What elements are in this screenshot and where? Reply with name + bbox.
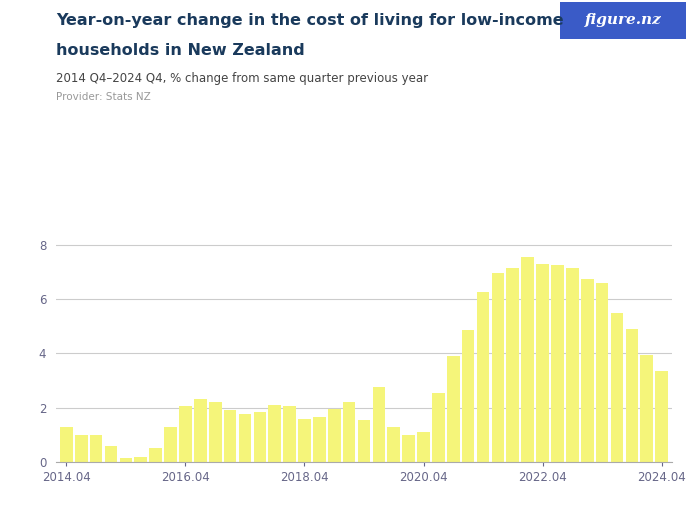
Bar	[477, 292, 489, 462]
Bar	[90, 435, 102, 462]
Bar	[610, 312, 623, 462]
Bar	[164, 427, 177, 462]
Bar	[447, 356, 460, 462]
Bar	[655, 371, 668, 462]
Bar	[372, 387, 385, 462]
Bar	[253, 412, 266, 462]
Text: 2014 Q4–2024 Q4, % change from same quarter previous year: 2014 Q4–2024 Q4, % change from same quar…	[56, 72, 428, 86]
Bar	[328, 409, 341, 462]
Bar	[491, 273, 504, 462]
Bar	[417, 432, 430, 462]
Bar	[224, 411, 237, 462]
Bar	[536, 264, 549, 462]
Bar	[194, 400, 206, 462]
Bar	[551, 265, 564, 462]
Bar	[402, 435, 415, 462]
Text: households in New Zealand: households in New Zealand	[56, 43, 304, 58]
Bar	[566, 268, 579, 462]
Text: Provider: Stats NZ: Provider: Stats NZ	[56, 92, 150, 102]
Text: figure.nz: figure.nz	[584, 14, 662, 27]
Bar	[239, 414, 251, 462]
Bar	[596, 282, 608, 462]
Bar	[358, 420, 370, 462]
Bar	[298, 418, 311, 462]
Bar	[60, 427, 73, 462]
Bar	[75, 435, 88, 462]
Bar	[462, 330, 475, 462]
Bar	[179, 406, 192, 462]
Bar	[387, 427, 400, 462]
Bar	[313, 417, 326, 462]
Bar	[343, 402, 356, 462]
Bar	[134, 457, 147, 462]
Bar	[507, 268, 519, 462]
Bar	[432, 393, 444, 462]
Bar	[522, 257, 534, 462]
Bar	[149, 448, 162, 462]
Bar	[209, 402, 221, 462]
Text: Year-on-year change in the cost of living for low-income: Year-on-year change in the cost of livin…	[56, 13, 564, 28]
Bar	[640, 355, 653, 462]
Bar	[284, 406, 296, 462]
Bar	[268, 405, 281, 462]
Bar	[581, 279, 594, 462]
Bar	[105, 446, 118, 462]
Bar	[120, 458, 132, 462]
Bar	[626, 329, 638, 462]
